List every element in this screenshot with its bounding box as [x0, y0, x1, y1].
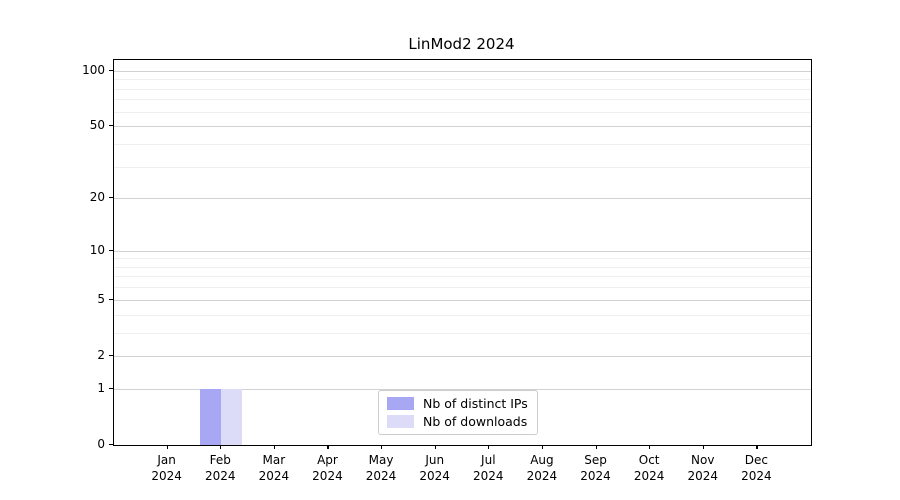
legend-label-downloads: Nb of downloads: [423, 414, 528, 429]
y-gridline-minor: [114, 266, 811, 268]
x-tick-year: 2024: [365, 469, 397, 483]
x-tick-month: Aug: [530, 453, 554, 467]
x-tick-month: May: [368, 453, 394, 467]
x-tick-year: 2024: [473, 469, 504, 483]
x-tick-mark: [220, 445, 222, 449]
legend-swatch-distinct-ips: [387, 397, 414, 410]
y-gridline-major: [114, 70, 811, 72]
y-gridline-minor: [114, 314, 811, 316]
x-tick-year: 2024: [204, 469, 236, 483]
y-gridline-minor: [114, 111, 811, 113]
y-gridline-major: [114, 250, 811, 252]
x-tick-label: Oct 2024: [619, 452, 679, 484]
y-gridline-minor: [114, 143, 811, 145]
x-tick-year: 2024: [526, 469, 558, 483]
x-tick-label: Aug 2024: [512, 452, 572, 484]
x-tick-mark: [327, 445, 329, 449]
x-tick-label: Nov 2024: [673, 452, 733, 484]
x-tick-year: 2024: [580, 469, 611, 483]
x-tick-label: Sep 2024: [566, 452, 626, 484]
y-tick-mark: [109, 249, 113, 251]
x-tick-year: 2024: [741, 469, 772, 483]
y-gridline-minor: [114, 276, 811, 278]
x-tick-mark: [381, 445, 383, 449]
bar-downloads-feb: [221, 388, 243, 445]
x-tick-month: Nov: [691, 453, 715, 467]
legend-entry-downloads: Nb of downloads: [387, 414, 528, 429]
x-tick-month: Oct: [638, 453, 660, 467]
x-tick-month: Apr: [317, 453, 338, 467]
y-gridline-minor: [114, 166, 811, 168]
x-tick-mark: [756, 445, 758, 449]
y-tick-label: 5: [97, 291, 105, 306]
x-tick-mark: [702, 445, 704, 449]
y-tick-mark: [109, 69, 113, 72]
x-tick-label: Jul 2024: [458, 452, 518, 484]
y-gridline-minor: [114, 258, 811, 260]
chart-title: LinMod2 2024: [408, 35, 515, 53]
legend-label-distinct-ips: Nb of distinct IPs: [423, 396, 528, 411]
x-tick-year: 2024: [419, 469, 450, 483]
x-tick-month: Feb: [209, 453, 231, 467]
y-gridline-major: [114, 355, 811, 357]
y-tick-label: 0: [97, 437, 105, 451]
x-tick-year: 2024: [687, 469, 719, 483]
x-tick-year: 2024: [151, 469, 182, 483]
legend-swatch-downloads: [387, 415, 414, 428]
y-gridline-minor: [114, 332, 811, 334]
x-tick-mark: [649, 445, 651, 449]
x-tick-month: Jul: [481, 453, 496, 467]
plot-area: [113, 59, 812, 446]
y-gridline-minor: [114, 287, 811, 289]
y-gridline-major: [114, 198, 811, 200]
x-tick-label: Jan 2024: [137, 452, 197, 484]
y-tick-mark: [109, 298, 113, 300]
y-tick-label: 20: [89, 190, 105, 205]
x-tick-mark: [488, 445, 490, 449]
y-gridline-major: [114, 388, 811, 390]
x-tick-label: Mar 2024: [244, 452, 304, 484]
y-gridline-minor: [114, 99, 811, 101]
x-tick-mark: [166, 445, 168, 449]
x-tick-mark: [273, 445, 276, 449]
x-tick-label: Jun 2024: [405, 452, 465, 484]
x-tick-label: Feb 2024: [190, 452, 250, 484]
y-tick-label: 10: [89, 242, 105, 257]
x-tick-mark: [541, 445, 544, 449]
x-tick-month: Dec: [744, 453, 768, 467]
y-tick-label: 2: [97, 347, 105, 362]
x-tick-label: May 2024: [351, 452, 411, 484]
y-tick-mark: [109, 197, 113, 199]
y-tick-label: 50: [89, 118, 105, 133]
y-gridline-minor: [114, 88, 811, 90]
x-tick-year: 2024: [633, 469, 665, 483]
x-tick-year: 2024: [312, 469, 343, 483]
x-tick-label: Dec 2024: [726, 452, 786, 484]
y-tick-label: 100: [82, 62, 105, 77]
y-gridline-major: [114, 126, 811, 128]
x-tick-label: Apr 2024: [297, 452, 357, 484]
y-gridline-major: [114, 299, 811, 301]
x-tick-month: Mar: [262, 453, 286, 467]
x-tick-month: Jun: [425, 453, 445, 467]
legend-entry-distinct-ips: Nb of distinct IPs: [387, 396, 528, 411]
x-tick-mark: [434, 445, 436, 449]
bar-distinct-ips-feb: [200, 388, 222, 445]
x-tick-year: 2024: [258, 469, 290, 483]
y-tick-label: 1: [97, 380, 105, 395]
y-gridline-minor: [114, 79, 811, 81]
y-tick-mark: [109, 444, 113, 446]
x-tick-mark: [595, 445, 597, 449]
y-tick-mark: [109, 354, 113, 357]
legend: Nb of distinct IPs Nb of downloads: [378, 390, 538, 435]
x-tick-month: Jan: [157, 453, 176, 467]
y-tick-mark: [109, 387, 113, 389]
x-tick-month: Sep: [584, 453, 607, 467]
y-tick-mark: [109, 125, 113, 127]
